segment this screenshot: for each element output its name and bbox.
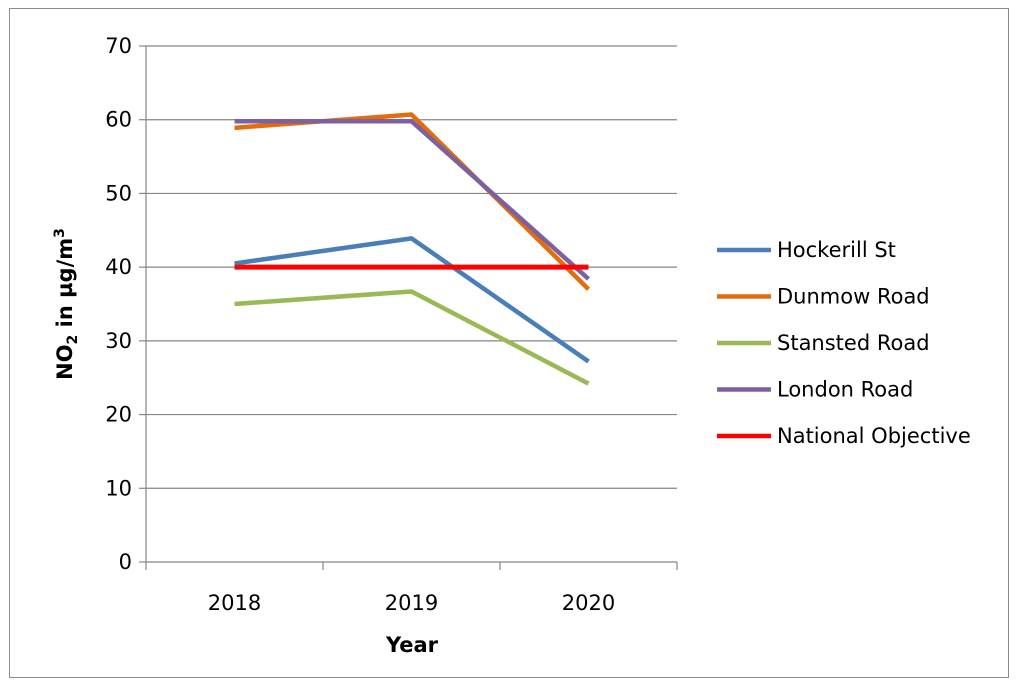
y-tick-label: 70 [105, 34, 132, 58]
y-tick-label: 20 [105, 403, 132, 427]
y-tick-label: 0 [119, 550, 132, 574]
y-axis-title: NO2 in µg/m3 [52, 228, 81, 380]
y-tick-label: 10 [105, 476, 132, 500]
y-axis-title-superscript: 3 [52, 228, 68, 238]
x-tick-label: 2019 [385, 591, 438, 615]
legend: Hockerill St Dunmow Road Stansted Road Lond… [717, 238, 971, 448]
legend-label-dunmow-road: Dunmow Road [777, 285, 930, 309]
series-line-stansted-road [234, 289, 590, 386]
y-tick-labels: 0 10 20 30 40 50 60 70 [105, 34, 132, 574]
series-line-dunmow-road [234, 112, 591, 291]
x-axis-title: Year [385, 633, 439, 657]
x-tick-label: 2020 [562, 591, 615, 615]
axes [145, 46, 677, 563]
y-axis-title-main: NO [53, 344, 77, 379]
x-tick-label: 2018 [208, 591, 261, 615]
series-line-london-road [234, 118, 590, 281]
x-tick-labels: 2018 2019 2020 [208, 591, 615, 615]
legend-label-stansted-road: Stansted Road [777, 331, 930, 355]
y-axis-title-rest: in µg/m [53, 238, 77, 335]
series-line-hockerill-st [234, 236, 590, 364]
legend-label-national-objective: National Objective [777, 424, 971, 448]
y-tick-label: 40 [105, 255, 132, 279]
series-lines [234, 112, 591, 386]
y-tick-label: 30 [105, 329, 132, 353]
y-tick-label: 60 [105, 108, 132, 132]
y-axis-title-subscript: 2 [65, 335, 81, 345]
legend-label-hockerill-st: Hockerill St [777, 238, 896, 262]
y-tick-label: 50 [105, 181, 132, 205]
legend-label-london-road: London Road [777, 378, 913, 402]
gridlines [139, 45, 678, 570]
